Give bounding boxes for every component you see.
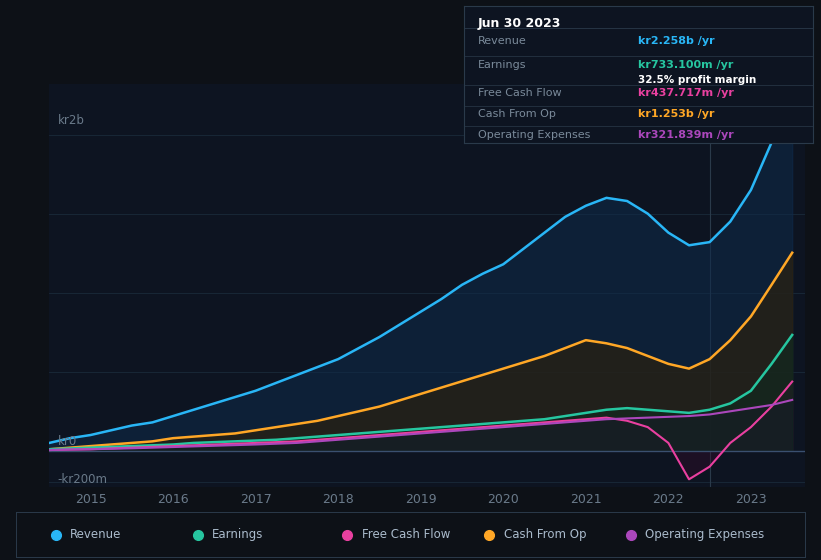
Text: Cash From Op: Cash From Op	[478, 109, 556, 119]
Text: Operating Expenses: Operating Expenses	[478, 129, 590, 139]
Text: Operating Expenses: Operating Expenses	[645, 528, 764, 542]
Text: kr437.717m /yr: kr437.717m /yr	[639, 88, 734, 99]
Text: -kr200m: -kr200m	[57, 473, 108, 486]
Text: kr2.258b /yr: kr2.258b /yr	[639, 36, 715, 46]
Text: Cash From Op: Cash From Op	[503, 528, 586, 542]
Text: Revenue: Revenue	[478, 36, 526, 46]
Text: kr0: kr0	[57, 435, 77, 447]
Text: kr2b: kr2b	[57, 114, 85, 127]
Text: Free Cash Flow: Free Cash Flow	[361, 528, 450, 542]
Text: 32.5% profit margin: 32.5% profit margin	[639, 74, 757, 85]
Text: kr1.253b /yr: kr1.253b /yr	[639, 109, 715, 119]
Text: Jun 30 2023: Jun 30 2023	[478, 17, 562, 30]
Text: Revenue: Revenue	[70, 528, 122, 542]
Text: Free Cash Flow: Free Cash Flow	[478, 88, 562, 99]
Text: Earnings: Earnings	[212, 528, 264, 542]
Text: Earnings: Earnings	[478, 59, 526, 69]
Text: kr321.839m /yr: kr321.839m /yr	[639, 129, 734, 139]
Text: kr733.100m /yr: kr733.100m /yr	[639, 59, 734, 69]
